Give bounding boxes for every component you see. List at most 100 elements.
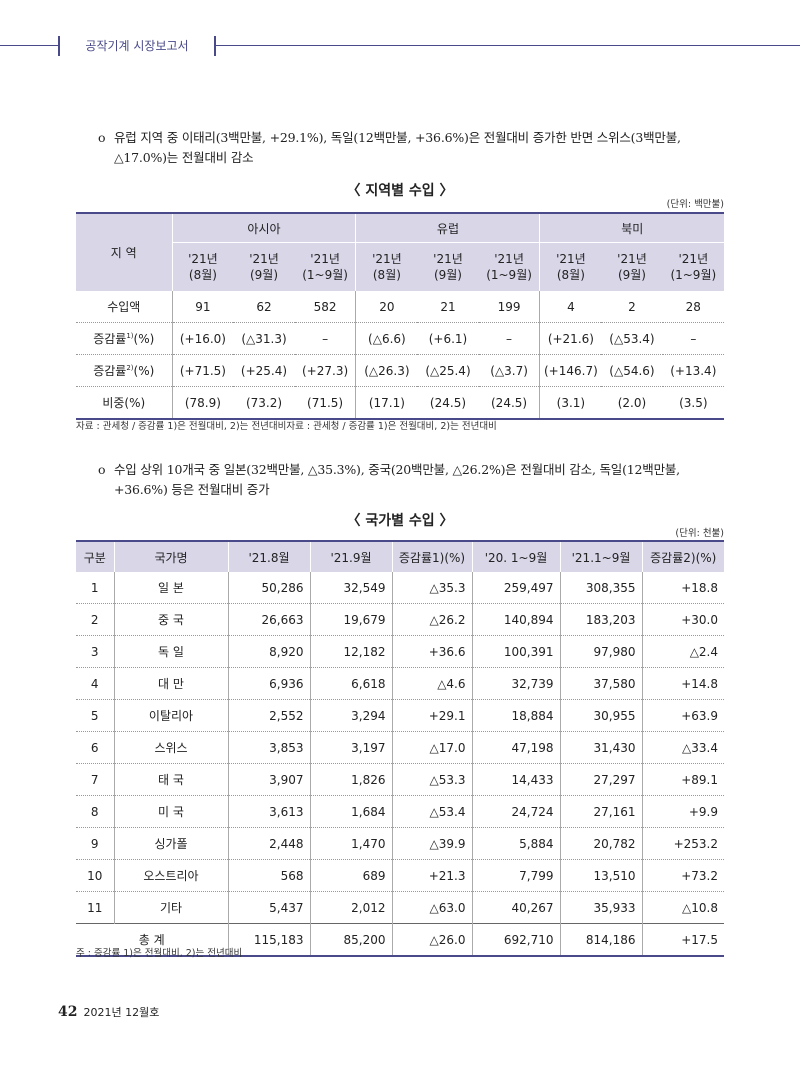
region-import-table: 지 역 아시아 유럽 북미 '21년 (8월) '21년 (9월) '21년 (1~9월)… [76, 212, 724, 420]
table-row: 10 오스트리아 568 689 +21.3 7,799 13,510 +73.2 [76, 859, 724, 892]
table-cell: +14.8 [641, 667, 724, 700]
column-header: '21.1~9월 [559, 540, 642, 572]
table-cell: (△6.6) [355, 322, 418, 355]
row-label-text: 증감률 [93, 364, 127, 378]
table-cell: 7 [76, 763, 114, 796]
table-cell: (+27.3) [294, 354, 356, 387]
table-cell: 9 [76, 827, 114, 860]
source-note: 자료 : 관세청 / 증감률 1)은 전월대비, 2)는 전년대비자료 : 관세… [76, 421, 497, 432]
period-header: '21년 (8월) [539, 242, 602, 291]
table-cell: 31,430 [559, 731, 642, 764]
row-label-text: 수입액 [107, 300, 141, 314]
footnote-marker: 1) [126, 332, 134, 340]
table-cell: 3,907 [227, 763, 310, 796]
table-title-country: 〈 국가별 수입 〉 [346, 513, 454, 529]
period-year: '21년 [494, 252, 524, 266]
period-month: (9월) [433, 268, 462, 282]
period-year: '21년 [678, 252, 709, 266]
country-import-table: 구분 국가명 '21.8월 '21.9월 증감률1)(%) '20. 1~9월 '21.1~… [76, 540, 724, 957]
table-cell: 183,203 [559, 603, 642, 636]
table-cell: △26.0 [391, 923, 472, 957]
column-header: '21.8월 [227, 540, 310, 572]
unit-label-country: (단위: 천불) [675, 528, 724, 539]
table-cell: 중 국 [113, 603, 228, 636]
bullet: o [98, 462, 106, 477]
table-cell: 62 [233, 291, 295, 323]
table-cell: △33.4 [641, 731, 724, 764]
table-cell: 91 [171, 291, 234, 323]
table-cell: 20 [355, 291, 418, 323]
column-header: 구분 [76, 540, 114, 572]
table-cell: 10 [76, 859, 114, 892]
table-cell: 13,510 [559, 859, 642, 892]
table-cell: – [478, 322, 540, 355]
column-header: '20. 1~9월 [471, 540, 560, 572]
period-year: '21년 [249, 252, 279, 266]
table-cell: +36.6 [391, 635, 472, 668]
table-cell: +17.5 [641, 923, 724, 957]
table-cell: (+146.7) [539, 354, 602, 387]
table-cell: 2 [76, 603, 114, 636]
table-cell: (△3.7) [478, 354, 540, 387]
table-cell: 27,161 [559, 795, 642, 828]
table-cell: (71.5) [294, 386, 356, 420]
column-header: 국가명 [113, 540, 228, 572]
table-cell: (17.1) [355, 386, 418, 420]
table-cell: 6,936 [227, 667, 310, 700]
table-cell: 3 [76, 635, 114, 668]
table-cell: 태 국 [113, 763, 228, 796]
period-year: '21년 [433, 252, 463, 266]
row-label: 증감률1)(%) [76, 322, 172, 355]
table-cell: 35,933 [559, 891, 642, 924]
table-cell: 일 본 [113, 572, 228, 604]
table-cell: △26.2 [391, 603, 472, 636]
table-cell: (3.1) [539, 386, 602, 420]
table-cell: (△26.3) [355, 354, 418, 387]
table-cell: 오스트리아 [113, 859, 228, 892]
table-cell: (+25.4) [233, 354, 295, 387]
row-label: 비중(%) [76, 386, 172, 420]
table-cell: 2,448 [227, 827, 310, 860]
paragraph-text: 유럽 지역 중 이태리(3백만불, +29.1%), 독일(12백만불, +36… [114, 130, 681, 165]
table-cell: (+21.6) [539, 322, 602, 355]
table-cell: +29.1 [391, 699, 472, 732]
total-row: 총 계 115,183 85,200 △26.0 692,710 814,186 +17.5 [76, 923, 724, 957]
table-cell: 2,012 [309, 891, 392, 924]
table-cell: (△31.3) [233, 322, 295, 355]
table-cell: (3.5) [662, 386, 724, 420]
table-cell: – [294, 322, 356, 355]
table-cell: 20,782 [559, 827, 642, 860]
table-cell: +21.3 [391, 859, 472, 892]
table-cell: 2 [601, 291, 663, 323]
period-header: '21년 (9월) [233, 242, 295, 291]
table-cell: +63.9 [641, 699, 724, 732]
period-month: (1~9월) [302, 268, 348, 282]
table-cell: △35.3 [391, 572, 472, 604]
table-cell: +253.2 [641, 827, 724, 860]
paragraph-europe: o 유럽 지역 중 이태리(3백만불, +29.1%), 독일(12백만불, +3… [98, 128, 734, 168]
table-cell: △63.0 [391, 891, 472, 924]
table-cell: 2,552 [227, 699, 310, 732]
table-cell: (+6.1) [417, 322, 479, 355]
page-number: 42 [58, 1004, 78, 1020]
table-cell: 11 [76, 891, 114, 924]
table-cell: 692,710 [471, 923, 560, 957]
period-header: '21년 (8월) [355, 242, 418, 291]
table-cell: (△25.4) [417, 354, 479, 387]
table-cell: 6 [76, 731, 114, 764]
period-header: '21년 (8월) [171, 242, 234, 291]
table-cell: 100,391 [471, 635, 560, 668]
table-cell: (+16.0) [171, 322, 234, 355]
table-cell: – [662, 322, 724, 355]
period-header: '21년 (1~9월) [478, 242, 540, 291]
region-header: 지 역 [76, 212, 172, 291]
table-cell: 3,294 [309, 699, 392, 732]
table-row: 수입액 91 62 582 20 21 199 4 2 28 [76, 291, 724, 323]
period-header: '21년 (9월) [417, 242, 479, 291]
table-cell: 대 만 [113, 667, 228, 700]
footnote-marker: 2) [126, 364, 134, 372]
table-row: 11 기타 5,437 2,012 △63.0 40,267 35,933 △10.8 [76, 891, 724, 924]
